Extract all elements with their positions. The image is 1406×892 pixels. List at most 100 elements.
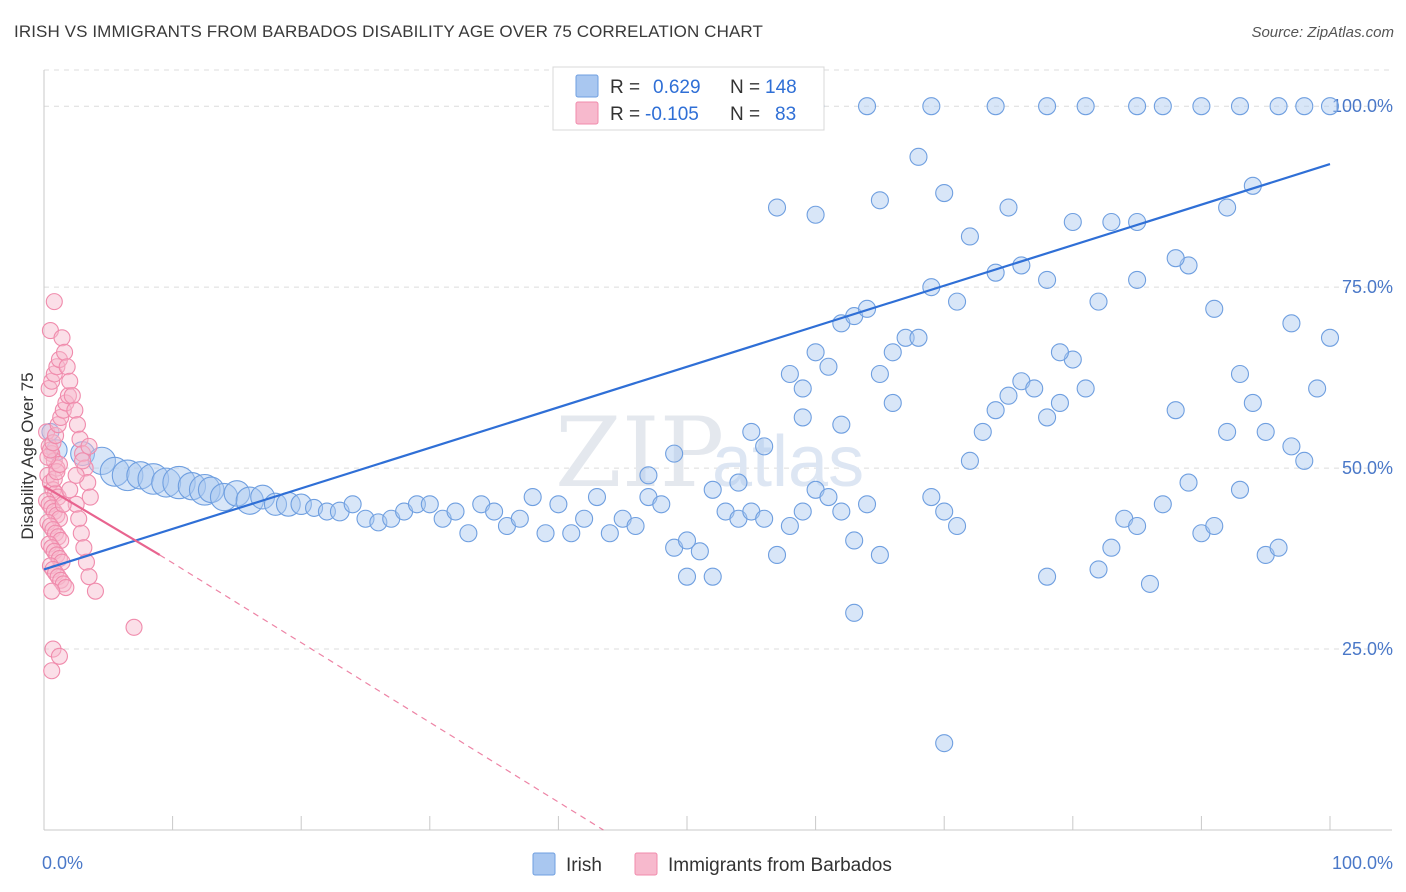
- irish-point: [1038, 270, 1057, 289]
- irish-point: [973, 422, 992, 441]
- irish-point: [909, 328, 928, 347]
- irish-point: [857, 299, 877, 318]
- irish-point: [575, 509, 594, 528]
- legend-n-value-irish: 148: [765, 77, 797, 98]
- irish-point: [562, 524, 581, 543]
- irish-point: [883, 343, 902, 362]
- legend-n-label-barbados: N =: [730, 104, 760, 125]
- irish-point: [1320, 97, 1340, 116]
- irish-point: [1218, 198, 1237, 217]
- barbados-point: [63, 387, 81, 405]
- irish-point: [857, 97, 877, 116]
- irish-point: [845, 603, 864, 622]
- y-tick-labels: 25.0% 50.0% 75.0% 100.0%: [1332, 96, 1393, 659]
- legend-swatch-irish: [575, 74, 599, 98]
- irish-point: [870, 364, 889, 384]
- irish-point: [1140, 574, 1160, 593]
- irish-points: [41, 97, 1340, 753]
- irish-point: [806, 343, 825, 362]
- irish-point: [626, 516, 645, 536]
- irish-point: [1230, 480, 1250, 499]
- series-legend: Irish Immigrants from Barbados: [532, 852, 892, 876]
- irish-point: [703, 480, 722, 499]
- irish-point: [1153, 495, 1172, 514]
- barbados-point: [75, 539, 93, 557]
- barbados-point: [125, 618, 143, 636]
- x-tick-labels: 0.0% 100.0%: [42, 853, 1393, 873]
- irish-point: [935, 502, 954, 521]
- x-tick-label-start: 0.0%: [42, 853, 83, 873]
- legend-swatch-barbados-bottom: [634, 852, 658, 876]
- legend-swatch-irish-bottom: [532, 852, 556, 876]
- irish-point: [935, 183, 954, 203]
- barbados-point: [43, 662, 61, 680]
- irish-point: [832, 502, 851, 521]
- watermark-atlas: atlas: [712, 422, 864, 502]
- irish-point: [1038, 408, 1057, 427]
- irish-point: [523, 487, 542, 507]
- legend-n-label-irish: N =: [730, 77, 760, 98]
- irish-point: [1089, 560, 1108, 579]
- irish-point: [1308, 379, 1327, 398]
- correlation-legend: R = 0.629 N = 148 R = -0.105 N = 83: [552, 66, 825, 131]
- irish-point: [767, 198, 787, 217]
- barbados-point: [57, 578, 75, 597]
- irish-point: [870, 545, 889, 565]
- irish-point: [870, 191, 889, 210]
- irish-point: [729, 473, 748, 492]
- irish-point: [639, 466, 658, 485]
- irish-point: [690, 542, 709, 561]
- irish-point: [446, 502, 465, 521]
- irish-point: [1269, 538, 1288, 557]
- irish-point: [922, 487, 941, 507]
- irish-point: [600, 524, 619, 543]
- irish-point: [1192, 97, 1211, 116]
- irish-point: [1038, 97, 1057, 116]
- irish-point: [188, 473, 221, 506]
- legend-r-label-barbados: R =: [610, 104, 640, 125]
- barbados-point: [80, 568, 98, 586]
- y-tick-label: 75.0%: [1342, 277, 1393, 297]
- irish-point: [1269, 97, 1288, 116]
- barbados-point: [67, 466, 85, 484]
- irish-point: [1166, 249, 1185, 268]
- legend-label-irish: Irish: [566, 855, 602, 876]
- irish-point: [1230, 364, 1250, 384]
- grid-lines: [44, 69, 1392, 650]
- legend-r-label-irish: R =: [610, 77, 640, 98]
- legend-swatch-barbados: [575, 101, 599, 125]
- irish-point: [137, 463, 170, 495]
- irish-trend-line: [43, 163, 1331, 571]
- legend-r-value-irish: 0.629: [653, 77, 701, 98]
- barbados-point: [50, 647, 68, 665]
- irish-point: [549, 495, 568, 514]
- irish-point: [960, 451, 979, 470]
- barbados-point: [74, 452, 92, 470]
- barbados-point: [61, 481, 79, 499]
- trend-lines: [43, 163, 1331, 831]
- irish-point: [407, 495, 426, 514]
- y-axis-title: Disability Age Over 75: [18, 372, 37, 539]
- legend-n-value-barbados: 83: [775, 104, 796, 125]
- barbados-point: [71, 430, 89, 448]
- irish-point: [1102, 212, 1121, 232]
- irish-point: [703, 567, 722, 586]
- y-tick-label: 50.0%: [1342, 458, 1393, 478]
- irish-point: [793, 408, 812, 427]
- irish-point: [1218, 422, 1237, 441]
- irish-point: [742, 422, 761, 441]
- irish-point: [986, 401, 1005, 420]
- barbados-point: [43, 582, 61, 600]
- irish-point: [1282, 437, 1301, 456]
- barbados-point: [53, 329, 71, 347]
- x-tick-label-end: 100.0%: [1332, 853, 1393, 873]
- irish-point: [1205, 299, 1224, 318]
- irish-point: [832, 415, 851, 434]
- irish-point: [922, 97, 941, 116]
- irish-point: [1038, 567, 1057, 586]
- irish-point: [1076, 97, 1095, 116]
- irish-point: [677, 567, 697, 586]
- irish-point: [1076, 379, 1095, 398]
- irish-point: [1102, 538, 1121, 557]
